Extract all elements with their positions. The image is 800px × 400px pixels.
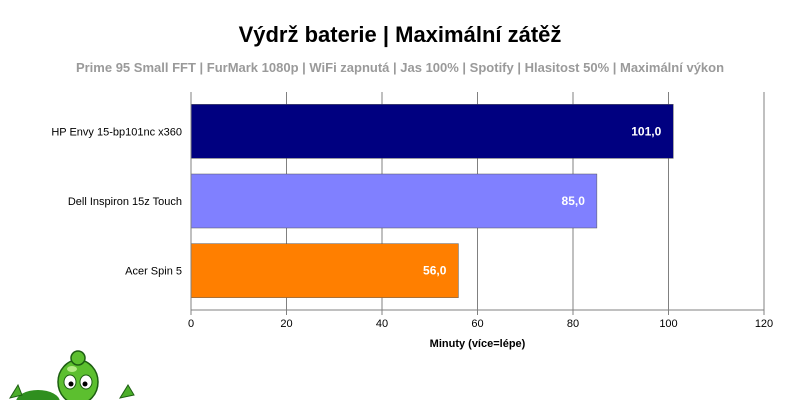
bar bbox=[190, 173, 598, 229]
x-tick-label: 60 bbox=[471, 318, 483, 330]
bar-value-label: 101,0 bbox=[631, 124, 661, 138]
bar-series: 101,0 85,0 56,0 bbox=[190, 104, 674, 298]
bar-value-label: 85,0 bbox=[562, 194, 586, 208]
chart-title: Výdrž baterie | Maximální zátěž bbox=[238, 22, 562, 47]
bar-value-label: 56,0 bbox=[423, 264, 447, 278]
category-label: Acer Spin 5 bbox=[125, 266, 182, 278]
x-axis-ticks: 0 20 40 60 80 100 120 bbox=[188, 310, 773, 330]
category-labels: HP Envy 15-bp101nc x360 Dell Inspiron 15z… bbox=[51, 126, 182, 277]
x-axis-title: Minuty (více=lépe) bbox=[430, 338, 526, 350]
bar bbox=[190, 104, 674, 159]
x-tick-label: 100 bbox=[659, 318, 677, 330]
green-alien-mascot-icon bbox=[8, 350, 135, 400]
x-tick-label: 0 bbox=[188, 318, 194, 330]
chart-subtitle: Prime 95 Small FFT | FurMark 1080p | WiF… bbox=[75, 60, 725, 75]
category-label: HP Envy 15-bp101nc x360 bbox=[51, 126, 182, 138]
x-tick-label: 20 bbox=[280, 318, 292, 330]
x-tick-label: 80 bbox=[567, 318, 579, 330]
x-tick-label: 120 bbox=[755, 318, 773, 330]
bar bbox=[190, 243, 459, 298]
category-label: Dell Inspiron 15z Touch bbox=[68, 196, 182, 208]
x-tick-label: 40 bbox=[376, 318, 388, 330]
